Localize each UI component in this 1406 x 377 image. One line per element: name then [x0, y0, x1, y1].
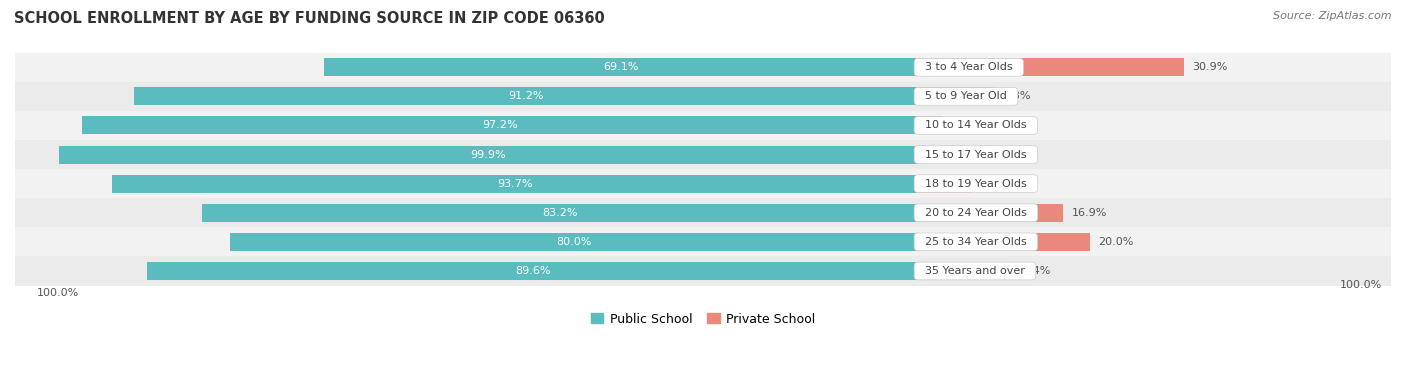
- Bar: [231, 233, 918, 251]
- Text: 10 to 14 Year Olds: 10 to 14 Year Olds: [918, 121, 1033, 130]
- Bar: [918, 233, 1090, 251]
- Bar: [918, 87, 994, 106]
- Text: 8.8%: 8.8%: [1002, 91, 1031, 101]
- Text: 30.9%: 30.9%: [1192, 62, 1227, 72]
- Text: 20 to 24 Year Olds: 20 to 24 Year Olds: [918, 208, 1033, 218]
- Text: 3 to 4 Year Olds: 3 to 4 Year Olds: [918, 62, 1019, 72]
- Bar: [918, 175, 972, 193]
- Text: 15 to 17 Year Olds: 15 to 17 Year Olds: [918, 150, 1033, 159]
- Bar: [15, 53, 1391, 82]
- Bar: [148, 262, 918, 280]
- Bar: [59, 146, 918, 164]
- Text: SCHOOL ENROLLMENT BY AGE BY FUNDING SOURCE IN ZIP CODE 06360: SCHOOL ENROLLMENT BY AGE BY FUNDING SOUR…: [14, 11, 605, 26]
- Text: 18 to 19 Year Olds: 18 to 19 Year Olds: [918, 179, 1033, 188]
- Text: 69.1%: 69.1%: [603, 62, 638, 72]
- Bar: [82, 116, 918, 135]
- Bar: [15, 256, 1391, 285]
- Text: 5 to 9 Year Old: 5 to 9 Year Old: [918, 91, 1014, 101]
- Text: 99.9%: 99.9%: [471, 150, 506, 159]
- Bar: [15, 111, 1391, 140]
- Bar: [134, 87, 918, 106]
- Text: 83.2%: 83.2%: [543, 208, 578, 218]
- Bar: [918, 204, 1063, 222]
- Text: 80.0%: 80.0%: [557, 237, 592, 247]
- Text: 89.6%: 89.6%: [515, 266, 551, 276]
- Bar: [15, 140, 1391, 169]
- Bar: [918, 262, 1008, 280]
- Text: 16.9%: 16.9%: [1071, 208, 1108, 218]
- Bar: [202, 204, 918, 222]
- Legend: Public School, Private School: Public School, Private School: [586, 308, 820, 331]
- Text: 10.4%: 10.4%: [1017, 266, 1052, 276]
- Bar: [323, 58, 918, 76]
- Text: 20.0%: 20.0%: [1098, 237, 1135, 247]
- Text: 2.8%: 2.8%: [950, 121, 979, 130]
- Bar: [15, 198, 1391, 227]
- Text: 93.7%: 93.7%: [498, 179, 533, 188]
- Text: 97.2%: 97.2%: [482, 121, 517, 130]
- Text: 25 to 34 Year Olds: 25 to 34 Year Olds: [918, 237, 1033, 247]
- Text: 0.08%: 0.08%: [928, 150, 963, 159]
- Bar: [15, 82, 1391, 111]
- Text: 91.2%: 91.2%: [508, 91, 544, 101]
- Text: 6.3%: 6.3%: [981, 179, 1010, 188]
- Bar: [918, 116, 942, 135]
- Text: 35 Years and over: 35 Years and over: [918, 266, 1032, 276]
- Bar: [15, 169, 1391, 198]
- Text: Source: ZipAtlas.com: Source: ZipAtlas.com: [1274, 11, 1392, 21]
- Bar: [15, 227, 1391, 256]
- Bar: [112, 175, 918, 193]
- Text: 100.0%: 100.0%: [1340, 280, 1382, 290]
- Bar: [918, 58, 1184, 76]
